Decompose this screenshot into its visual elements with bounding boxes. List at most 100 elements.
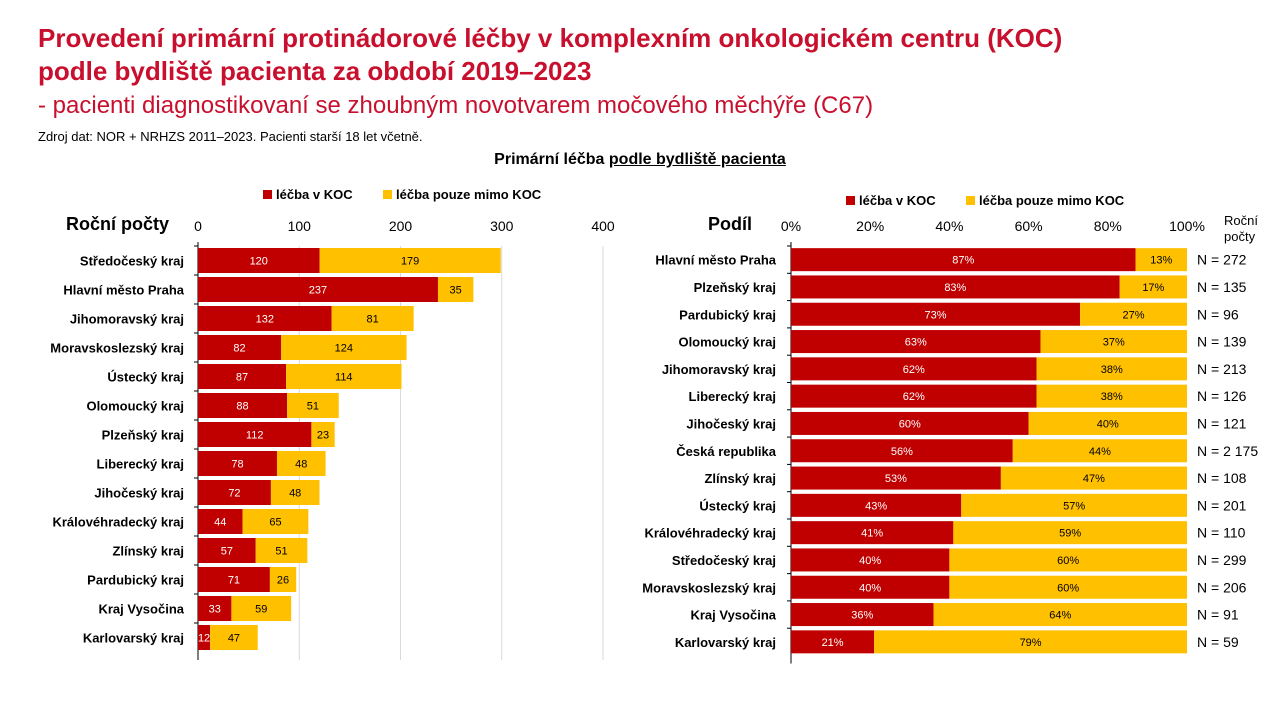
bar-koc — [198, 538, 256, 563]
category-label: Kraj Vysočina — [98, 602, 184, 617]
data-label-mimo: 65 — [269, 517, 281, 529]
section-title: Primární léčba podle bydliště pacienta — [0, 151, 1280, 169]
bar-mimo — [270, 480, 320, 505]
data-label-mimo: 40% — [1097, 418, 1119, 430]
bar-mimo — [331, 306, 414, 331]
bar-mimo — [311, 422, 335, 447]
data-label-mimo: 51 — [275, 546, 287, 558]
x-tick-label: 0 — [194, 218, 202, 234]
data-label-mimo: 64% — [1049, 610, 1071, 622]
bar-koc — [791, 493, 962, 517]
data-label-mimo: 35 — [450, 285, 462, 297]
data-label-koc: 87 — [236, 372, 248, 384]
data-label-koc: 132 — [256, 314, 274, 326]
bar-mimo — [1135, 248, 1187, 272]
category-label: Jihomoravský kraj — [70, 312, 184, 327]
legend-swatch-mimo — [966, 196, 975, 205]
data-label-koc: 72 — [228, 488, 240, 500]
data-label-koc: 112 — [246, 430, 264, 442]
n-label: N = 59 — [1197, 634, 1239, 650]
bar-koc — [791, 439, 1013, 463]
category-label: Česká republika — [676, 444, 776, 459]
data-label-koc: 53% — [885, 473, 907, 485]
n-label: N = 91 — [1197, 607, 1239, 623]
category-label: Středočeský kraj — [672, 553, 776, 568]
x-tick-label: 40% — [935, 218, 963, 234]
legend-label-koc: léčba v KOC — [859, 193, 936, 208]
category-label: Karlovarský kraj — [675, 635, 776, 650]
x-tick-label: 100 — [288, 218, 312, 234]
data-label-mimo: 13% — [1150, 255, 1172, 267]
data-label-koc: 33 — [209, 604, 221, 616]
data-label-koc: 73% — [925, 309, 947, 321]
data-label-koc: 88 — [236, 401, 248, 413]
legend-swatch-koc — [263, 190, 272, 199]
legend-label-mimo: léčba pouze mimo KOC — [979, 193, 1125, 208]
category-label: Zlínský kraj — [112, 544, 184, 559]
n-label: N = 272 — [1197, 252, 1247, 268]
page-title: Provedení primární protinádorové léčby v… — [38, 22, 1062, 88]
bar-koc — [198, 596, 232, 621]
data-label-mimo: 114 — [335, 372, 353, 384]
data-label-koc: 60% — [899, 418, 921, 430]
data-label-koc: 63% — [905, 337, 927, 349]
bar-mimo — [242, 509, 309, 534]
data-label-koc: 40% — [859, 555, 881, 567]
bar-mimo — [1040, 330, 1187, 354]
bar-mimo — [1000, 466, 1187, 490]
category-label: Ústecký kraj — [699, 498, 776, 513]
category-label: Karlovarský kraj — [83, 631, 184, 646]
data-label-mimo: 124 — [335, 343, 353, 355]
x-tick-label: 80% — [1094, 218, 1122, 234]
data-label-mimo: 48 — [295, 459, 307, 471]
bar-mimo — [276, 451, 326, 476]
category-label: Královéhradecký kraj — [52, 515, 184, 530]
category-label: Středočeský kraj — [80, 254, 184, 269]
bar-mimo — [1119, 275, 1187, 299]
bar-koc — [198, 335, 282, 360]
category-label: Kraj Vysočina — [690, 608, 776, 623]
data-label-mimo: 44% — [1089, 446, 1111, 458]
n-label: N = 139 — [1197, 334, 1247, 350]
data-label-mimo: 59 — [255, 604, 267, 616]
bar-mimo — [437, 277, 474, 302]
data-label-mimo: 37% — [1103, 337, 1125, 349]
data-label-mimo: 47 — [228, 633, 240, 645]
legend-swatch-koc — [846, 196, 855, 205]
data-label-koc: 62% — [903, 364, 925, 376]
category-label: Hlavní město Praha — [655, 253, 776, 268]
n-label: N = 299 — [1197, 552, 1247, 568]
n-label: N = 2 175 — [1197, 443, 1258, 459]
bar-mimo — [874, 630, 1187, 654]
bar-mimo — [281, 335, 407, 360]
category-label: Plzeňský kraj — [694, 280, 776, 295]
bar-koc — [791, 521, 954, 545]
data-label-mimo: 38% — [1101, 364, 1123, 376]
bar-mimo — [286, 364, 402, 389]
bar-koc — [791, 548, 950, 572]
data-label-mimo: 60% — [1057, 555, 1079, 567]
n-label: N = 206 — [1197, 579, 1247, 595]
bar-koc — [791, 357, 1037, 381]
share-chart: léčba v KOC léčba pouze mimo KOC Podíl 0% 20… — [642, 193, 1258, 664]
data-label-mimo: 48 — [289, 488, 301, 500]
data-label-mimo: 51 — [307, 401, 319, 413]
category-label: Olomoucký kraj — [678, 335, 776, 350]
bar-koc — [198, 422, 312, 447]
x-tick-label: 20% — [856, 218, 884, 234]
category-label: Ústecký kraj — [107, 370, 184, 385]
data-label-mimo: 17% — [1142, 282, 1164, 294]
data-label-koc: 41% — [861, 528, 883, 540]
bar-mimo — [1036, 357, 1187, 381]
data-label-koc: 43% — [865, 500, 887, 512]
title-line-1: Provedení primární protinádorové léčby v… — [38, 23, 1063, 53]
bar-mimo — [1080, 302, 1187, 326]
data-label-koc: 40% — [859, 582, 881, 594]
data-label-mimo: 47% — [1083, 473, 1105, 485]
data-label-koc: 36% — [851, 610, 873, 622]
bar-koc — [791, 411, 1029, 435]
bar-koc — [791, 466, 1001, 490]
n-label: N = 126 — [1197, 388, 1247, 404]
bar-mimo — [1028, 411, 1187, 435]
n-label: N = 108 — [1197, 470, 1247, 486]
